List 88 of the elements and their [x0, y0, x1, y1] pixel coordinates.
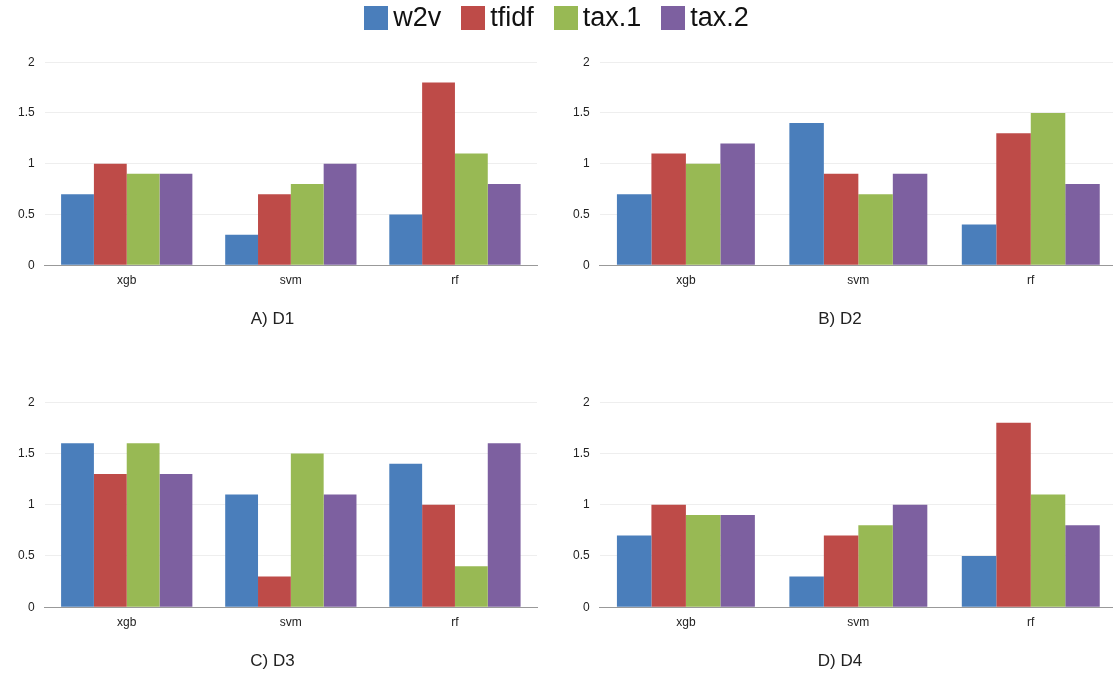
bar	[961, 555, 997, 607]
bar	[1065, 184, 1100, 265]
x-tick-label: svm	[847, 614, 870, 629]
x-tick-label: svm	[847, 272, 870, 287]
bar	[323, 163, 357, 265]
y-tick-label: 1.5	[17, 445, 35, 460]
legend-label: tax.2	[690, 2, 749, 33]
legend-label: w2v	[393, 2, 442, 33]
bar	[720, 143, 755, 265]
bar	[1065, 525, 1100, 607]
legend-label: tax.1	[582, 2, 642, 33]
y-tick-label: 2	[582, 394, 590, 409]
bar	[225, 234, 259, 265]
legend-label: tfidf	[490, 2, 534, 33]
y-tick-label: 1.5	[572, 105, 590, 120]
bar	[389, 214, 423, 265]
y-tick-label: 1	[582, 497, 590, 512]
x-tick-label: xgb	[676, 614, 696, 629]
bar	[961, 224, 997, 265]
y-tick-label: 0	[582, 599, 590, 614]
bar	[93, 163, 127, 265]
x-tick-label: xgb	[117, 272, 137, 287]
bar	[789, 576, 824, 607]
bar	[422, 82, 455, 265]
text: A) D1	[250, 309, 295, 329]
y-tick-label: 1.5	[572, 445, 590, 460]
bar	[616, 535, 652, 607]
x-tick-label: rf	[1027, 272, 1036, 287]
bar	[823, 173, 859, 265]
bar	[258, 576, 291, 607]
bar	[422, 504, 455, 607]
bar	[61, 443, 94, 607]
bar	[651, 153, 686, 265]
y-tick-label: 0.5	[17, 548, 35, 563]
x-tick-label: svm	[279, 272, 302, 287]
bar	[996, 133, 1031, 265]
bar	[61, 194, 94, 265]
bar	[685, 514, 721, 607]
y-tick-label: 1	[27, 156, 35, 171]
bar	[858, 525, 893, 607]
y-tick-label: 0	[27, 257, 35, 272]
x-tick-label: rf	[451, 272, 460, 287]
x-tick-label: xgb	[676, 272, 696, 287]
bar	[323, 494, 357, 607]
bar	[126, 443, 160, 607]
y-tick-label: 0	[27, 599, 35, 614]
bar	[789, 123, 824, 265]
bar	[1030, 112, 1066, 265]
y-tick-label: 0.5	[17, 206, 35, 221]
bar	[487, 184, 521, 265]
x-tick-label: xgb	[117, 614, 137, 629]
bar	[454, 153, 488, 265]
bar	[454, 566, 488, 607]
bar	[290, 184, 324, 265]
y-tick-label: 1	[27, 497, 35, 512]
bar	[1030, 494, 1066, 607]
bar	[93, 473, 127, 607]
x-tick-label: svm	[279, 614, 302, 629]
bar	[892, 504, 928, 607]
x-tick-label: rf	[1027, 614, 1036, 629]
bar	[720, 514, 755, 607]
y-tick-label: 0.5	[572, 206, 590, 221]
bar	[996, 422, 1031, 607]
bar	[685, 163, 721, 265]
y-tick-label: 0.5	[572, 548, 590, 563]
bar	[290, 453, 324, 607]
bar	[159, 173, 193, 265]
y-tick-label: 2	[27, 54, 35, 69]
y-tick-label: 1	[582, 156, 590, 171]
bar	[487, 443, 521, 607]
y-tick-label: 2	[582, 54, 590, 69]
bar	[258, 194, 291, 265]
bar	[651, 504, 686, 607]
bar	[823, 535, 859, 607]
y-tick-label: 2	[27, 394, 35, 409]
bar	[389, 463, 423, 607]
bar	[225, 494, 259, 607]
bar	[858, 194, 893, 265]
y-tick-label: 0	[582, 257, 590, 272]
x-tick-label: rf	[451, 614, 460, 629]
bar	[126, 173, 160, 265]
bar	[159, 473, 193, 607]
bar	[892, 173, 928, 265]
text: C) D3	[250, 651, 295, 671]
bar	[616, 194, 652, 265]
y-tick-label: 1.5	[17, 105, 35, 120]
text: D) D4	[817, 651, 863, 671]
text: B) D2	[818, 309, 862, 329]
